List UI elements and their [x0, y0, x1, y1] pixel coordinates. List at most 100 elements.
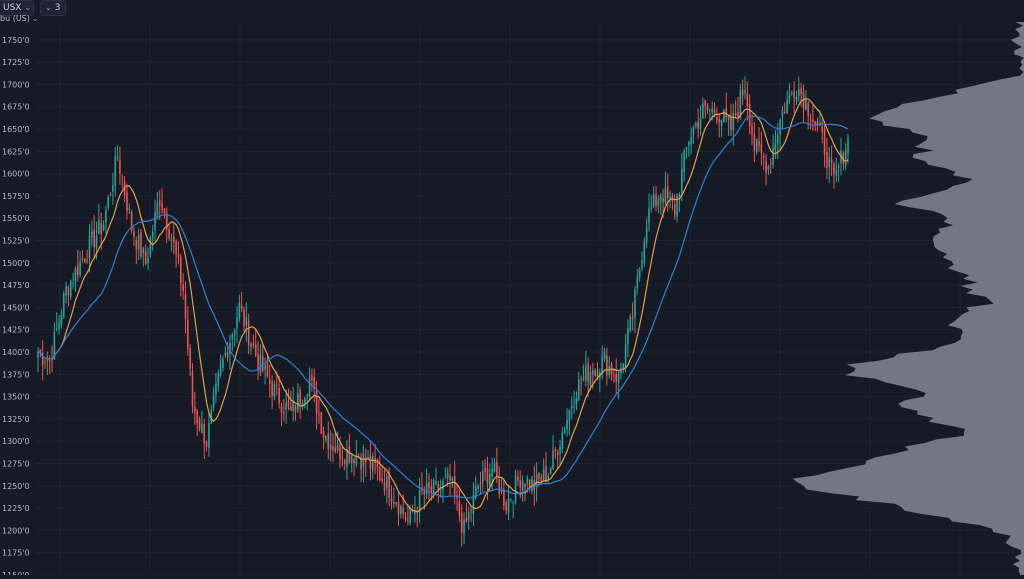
candle-body	[568, 409, 571, 422]
candle-body	[570, 406, 573, 409]
candle-body	[273, 384, 276, 397]
candle-body	[346, 449, 348, 467]
candle-body	[339, 445, 341, 460]
candle-body	[725, 108, 728, 118]
candle-body	[716, 117, 718, 121]
candle-body	[767, 165, 770, 171]
candle-body	[46, 360, 49, 362]
candle-body	[170, 238, 173, 242]
candle-body	[805, 99, 807, 110]
candle-body	[416, 509, 419, 513]
candle-body	[833, 163, 835, 175]
candle-body	[147, 257, 149, 263]
candle-body	[655, 194, 657, 206]
candle-body	[180, 257, 182, 283]
candle-body	[142, 247, 145, 254]
candle-body	[93, 229, 95, 248]
candle-body	[299, 390, 301, 405]
y-axis-tick-label: 1275'0	[2, 460, 30, 469]
candle-body	[842, 152, 845, 164]
candle-body	[791, 93, 793, 95]
candle-body	[734, 113, 737, 116]
candle-body	[67, 287, 70, 295]
candle-body	[479, 482, 482, 485]
candle-body	[554, 449, 557, 451]
volume-profile	[792, 22, 1024, 575]
candle-body	[322, 430, 325, 438]
candle-body	[755, 138, 758, 153]
candle-body	[538, 472, 540, 480]
candle-body	[353, 458, 355, 464]
candle-body	[243, 309, 245, 327]
candle-body	[360, 456, 362, 470]
symbol-selector[interactable]: USX ⌄	[0, 0, 34, 16]
candle-body	[116, 157, 119, 159]
candle-body	[549, 467, 552, 475]
candle-body	[739, 90, 742, 119]
candle-body	[388, 473, 390, 498]
y-axis-tick-label: 1425'0	[2, 326, 30, 335]
candle-body	[313, 377, 316, 389]
candle-body	[261, 355, 264, 371]
candle-body	[624, 344, 627, 367]
candle-body	[210, 409, 213, 424]
unit-selector[interactable]: bu (US) ⌄	[0, 14, 39, 23]
candle-body	[411, 509, 414, 512]
candle-body	[76, 265, 79, 276]
candle-body	[795, 96, 798, 102]
candle-body	[636, 276, 639, 289]
candle-body	[702, 103, 704, 119]
candle-body	[212, 394, 215, 408]
y-axis-tick-label: 1150'0	[2, 571, 30, 575]
candle-body	[154, 212, 156, 230]
candle-body	[369, 454, 372, 469]
candle-body	[222, 358, 224, 368]
candle-body	[418, 489, 421, 512]
candle-body	[194, 406, 196, 413]
candle-body	[290, 406, 292, 411]
candle-body	[613, 375, 615, 377]
candle-body	[645, 226, 648, 243]
candle-body	[283, 412, 285, 414]
candle-body	[723, 110, 725, 122]
candle-body	[208, 423, 210, 449]
candle-body	[247, 320, 250, 346]
candle-body	[128, 208, 131, 210]
candle-body	[393, 501, 395, 505]
y-axis-tick-label: 1575'0	[2, 192, 30, 201]
candle-body	[231, 334, 234, 340]
y-axis-tick-label: 1400'0	[2, 348, 30, 357]
candle-body	[217, 373, 220, 386]
candle-body	[683, 151, 685, 173]
candle-body	[627, 328, 629, 345]
candle-body	[446, 473, 449, 478]
y-axis-tick-label: 1250'0	[2, 482, 30, 491]
candle-body	[662, 198, 664, 203]
candle-body	[266, 362, 269, 377]
candle-body	[327, 433, 330, 449]
candle-body	[329, 444, 332, 450]
candle-body	[779, 119, 781, 136]
candle-body	[376, 462, 379, 469]
candle-body	[311, 374, 313, 381]
candle-body	[580, 382, 582, 384]
candle-body	[762, 155, 765, 158]
candle-body	[547, 476, 550, 480]
candle-body	[163, 208, 166, 214]
candle-body	[318, 414, 320, 416]
candle-body	[592, 370, 594, 375]
candle-body	[84, 258, 86, 262]
candle-body	[100, 222, 103, 234]
candle-body	[758, 141, 760, 146]
candle-body	[505, 502, 508, 511]
candle-body	[835, 169, 838, 176]
candle-body	[177, 254, 180, 258]
candle-body	[95, 235, 98, 248]
candle-body	[821, 125, 824, 133]
interval-selector[interactable]: ⌄ 3	[40, 0, 66, 16]
candle-body	[226, 353, 229, 358]
candle-body	[126, 192, 128, 212]
candle-body	[542, 469, 545, 480]
